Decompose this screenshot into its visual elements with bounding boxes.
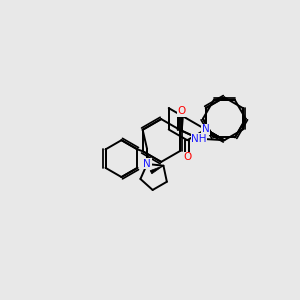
Polygon shape — [150, 166, 164, 174]
Text: N: N — [143, 159, 151, 169]
Text: O: O — [183, 152, 191, 162]
Text: N: N — [202, 124, 210, 134]
Text: NH: NH — [191, 134, 207, 144]
Text: O: O — [177, 106, 185, 116]
